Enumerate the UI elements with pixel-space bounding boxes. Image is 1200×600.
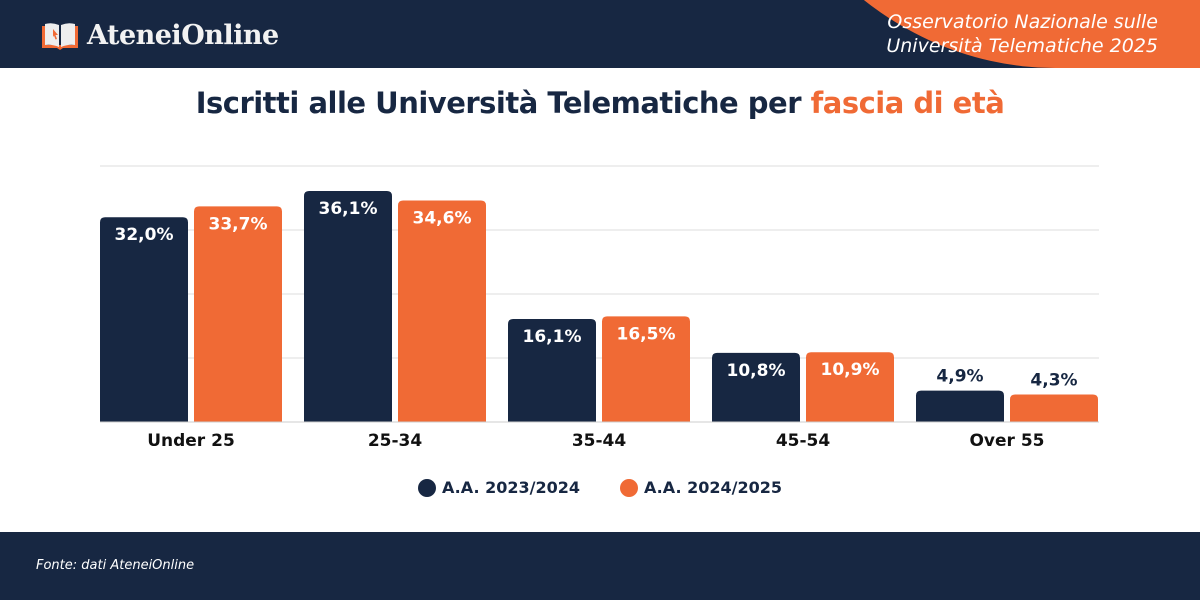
data-label: 32,0% [115,225,174,245]
bar [1010,394,1098,422]
data-label: 4,3% [1030,370,1077,390]
legend-item-2023: A.A. 2023/2024 [418,478,580,497]
legend-item-2024: A.A. 2024/2025 [620,478,782,497]
report-subtitle-line1: Osservatorio Nazionale sulle [887,11,1158,33]
legend-swatch [418,478,436,497]
bar [398,200,486,422]
header: AteneiOnline Osservatorio Nazionale sull… [0,0,1200,68]
bar [806,352,894,422]
legend: A.A. 2023/2024 A.A. 2024/2025 [0,478,1200,497]
bar [304,190,392,422]
bar [712,352,800,422]
category-label: Under 25 [147,431,235,451]
open-book-icon [42,22,78,50]
legend-swatch [620,478,638,497]
bar [100,217,188,422]
bar [602,316,690,422]
legend-label: A.A. 2024/2025 [644,478,782,497]
bar [916,390,1004,422]
title-accent: fascia di età [810,86,1005,120]
data-label: 36,1% [319,199,378,219]
footer: Fonte: dati AteneiOnline [0,532,1200,600]
bar [194,206,282,422]
report-subtitle-line2: Università Telematiche 2025 [886,35,1158,57]
data-label: 16,1% [523,327,582,347]
chart-title: Iscritti alle Università Telematiche per… [0,86,1200,120]
bar [508,318,596,422]
category-label: 25-34 [368,431,423,451]
title-main: Iscritti alle Università Telematiche per [195,86,811,120]
category-label: Over 55 [969,431,1044,451]
category-label: 45-54 [776,431,831,451]
data-label: 10,8% [727,361,786,381]
bar-chart: 32,0% 33,7% Under 25 36,1% 34,6% 25-34 16,1% 16… [100,165,1099,451]
legend-label: A.A. 2023/2024 [442,478,580,497]
data-label: 16,5% [617,324,676,344]
report-subtitle: Osservatorio Nazionale sulle Università … [886,10,1158,58]
source-note: Fonte: dati AteneiOnline [36,558,195,573]
data-label: 34,6% [413,209,472,229]
data-label: 10,9% [821,360,880,380]
data-label: 33,7% [209,214,268,234]
category-label: 35-44 [572,431,627,451]
brand-name: AteneiOnline [87,20,279,51]
data-label: 4,9% [936,367,983,387]
logo: AteneiOnline [41,20,279,51]
